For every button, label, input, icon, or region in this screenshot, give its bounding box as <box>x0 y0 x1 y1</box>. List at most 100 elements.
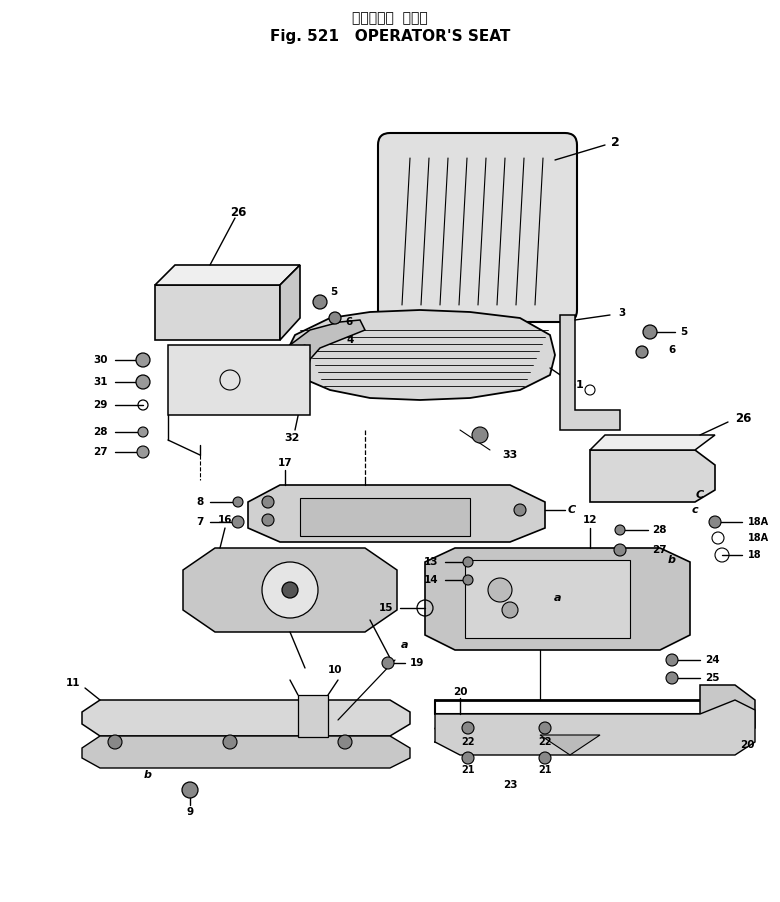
Circle shape <box>636 346 648 358</box>
Text: 30: 30 <box>94 355 108 365</box>
Circle shape <box>614 544 626 556</box>
Circle shape <box>666 672 678 684</box>
Text: 6: 6 <box>668 345 675 355</box>
Text: 7: 7 <box>197 517 204 527</box>
Text: Fig. 521   OPERATOR'S SEAT: Fig. 521 OPERATOR'S SEAT <box>270 29 510 43</box>
Text: b: b <box>668 555 676 565</box>
Text: 19: 19 <box>410 658 424 668</box>
Polygon shape <box>590 450 715 502</box>
Circle shape <box>463 575 473 585</box>
Circle shape <box>232 516 244 528</box>
Text: c: c <box>692 505 698 515</box>
Circle shape <box>539 752 551 764</box>
Circle shape <box>138 427 148 437</box>
Text: 8: 8 <box>197 497 204 507</box>
Circle shape <box>262 562 318 618</box>
Text: 3: 3 <box>618 308 626 318</box>
FancyBboxPatch shape <box>378 133 577 322</box>
Polygon shape <box>82 700 410 736</box>
Text: 4: 4 <box>346 335 353 345</box>
Text: 26: 26 <box>230 207 246 219</box>
Circle shape <box>615 525 625 535</box>
Text: 15: 15 <box>378 603 393 613</box>
Text: 5: 5 <box>330 287 337 297</box>
Circle shape <box>502 602 518 618</box>
Text: 18A: 18A <box>748 517 769 527</box>
Circle shape <box>108 735 122 749</box>
Text: C: C <box>568 505 576 515</box>
Circle shape <box>472 427 488 443</box>
Circle shape <box>709 516 721 528</box>
Text: 32: 32 <box>285 433 300 443</box>
Polygon shape <box>82 736 410 768</box>
Text: 1: 1 <box>576 380 584 390</box>
Polygon shape <box>700 685 755 742</box>
Circle shape <box>223 735 237 749</box>
Polygon shape <box>248 485 545 542</box>
Circle shape <box>462 722 474 734</box>
Polygon shape <box>435 700 755 755</box>
Text: 24: 24 <box>705 655 720 665</box>
Circle shape <box>382 657 394 669</box>
Text: 12: 12 <box>583 515 597 525</box>
Text: 29: 29 <box>94 400 108 410</box>
Text: 2: 2 <box>611 135 619 149</box>
Circle shape <box>462 752 474 764</box>
Text: 23: 23 <box>503 780 517 790</box>
Polygon shape <box>540 735 600 755</box>
Text: 22: 22 <box>461 737 475 747</box>
Text: 27: 27 <box>94 447 108 457</box>
Text: 6: 6 <box>345 317 353 327</box>
Text: 11: 11 <box>66 678 80 688</box>
Circle shape <box>313 295 327 309</box>
Text: 26: 26 <box>735 411 751 425</box>
Text: 28: 28 <box>652 525 666 535</box>
Text: 20: 20 <box>452 687 467 697</box>
Text: 18: 18 <box>748 550 761 560</box>
Text: 14: 14 <box>424 575 438 585</box>
Text: 25: 25 <box>705 673 719 683</box>
Bar <box>465 560 630 638</box>
Polygon shape <box>155 265 300 285</box>
Polygon shape <box>425 548 690 650</box>
Text: 13: 13 <box>424 557 438 567</box>
Text: 16: 16 <box>218 515 232 525</box>
Circle shape <box>136 375 150 389</box>
Circle shape <box>338 735 352 749</box>
Text: 17: 17 <box>278 458 292 468</box>
Circle shape <box>182 782 198 798</box>
Polygon shape <box>560 315 620 430</box>
Circle shape <box>137 446 149 458</box>
Circle shape <box>262 496 274 508</box>
Text: 21: 21 <box>538 765 551 775</box>
Circle shape <box>666 654 678 666</box>
Text: 20: 20 <box>740 740 754 750</box>
Polygon shape <box>590 435 715 450</box>
Text: 27: 27 <box>652 545 667 555</box>
Text: a: a <box>401 640 409 650</box>
Text: 5: 5 <box>680 327 687 337</box>
Text: 18A: 18A <box>748 533 769 543</box>
Text: a: a <box>555 593 562 603</box>
Text: 28: 28 <box>94 427 108 437</box>
Text: オペレータ  シート: オペレータ シート <box>352 11 428 25</box>
Text: 9: 9 <box>186 807 193 817</box>
Text: b: b <box>144 770 152 780</box>
Circle shape <box>233 497 243 507</box>
Circle shape <box>643 325 657 339</box>
Circle shape <box>463 557 473 567</box>
Polygon shape <box>265 345 310 395</box>
Bar <box>298 695 328 737</box>
Bar <box>300 498 470 536</box>
Circle shape <box>329 312 341 324</box>
Circle shape <box>262 514 274 526</box>
Text: 33: 33 <box>502 450 518 460</box>
Text: 21: 21 <box>461 765 475 775</box>
Polygon shape <box>265 320 365 405</box>
Circle shape <box>514 504 526 516</box>
Circle shape <box>282 582 298 598</box>
Polygon shape <box>285 310 555 400</box>
Polygon shape <box>155 285 280 340</box>
Text: C: C <box>696 490 704 500</box>
Text: 31: 31 <box>94 377 108 387</box>
